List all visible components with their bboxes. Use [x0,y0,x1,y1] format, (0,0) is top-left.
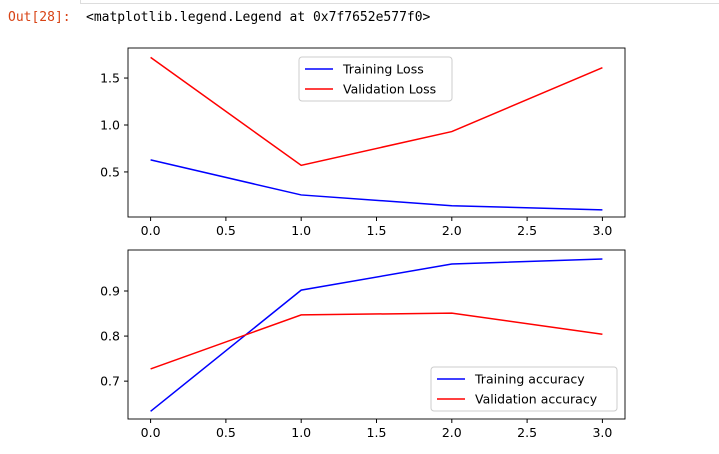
x-tick-label: 2.5 [517,425,537,440]
series-line-validation-loss [150,56,603,167]
x-tick-label: 2.5 [517,223,537,238]
x-tick-label: 1.5 [367,223,387,238]
axes-1: 0.0 0.5 1.0 1.5 2.0 2.5 3.0 0.5 1.0 1.5 Training L… [100,47,626,238]
y-tick-label: 0.7 [100,374,120,389]
y-tick-label: 0.8 [100,329,120,344]
x-tick-label: 0.5 [216,425,236,440]
x-tick-label: 0.5 [216,223,236,238]
x-tick-label: 3.0 [592,223,612,238]
legend-label: Validation accuracy [475,392,598,407]
y-tick-label: 1.0 [100,117,120,132]
legend-box [298,56,453,102]
series-line-training-loss [150,159,603,211]
x-tick-label: 0.0 [141,425,161,440]
legend-label: Validation Loss [343,82,436,97]
legend-label: Training Loss [342,62,424,77]
previous-cell-border [80,0,719,4]
output-text: <matplotlib.legend.Legend at 0x7f7652e57… [86,10,431,25]
x-tick-label: 2.0 [442,223,462,238]
series-line-training-accuracy [150,258,603,412]
legend-box [430,366,618,412]
y-tick-label: 0.5 [100,164,120,179]
output-prompt: Out[28]: [8,10,71,25]
legend-label: Training accuracy [474,372,585,387]
x-tick-label: 1.0 [291,223,311,238]
axes-2: 0.0 0.5 1.0 1.5 2.0 2.5 3.0 0.7 0.8 0.9 Training a… [100,249,626,440]
y-tick-label: 1.5 [100,71,120,86]
series-line-validation-accuracy [150,312,603,370]
x-tick-label: 3.0 [592,425,612,440]
x-tick-label: 0.0 [141,223,161,238]
legend: Training accuracy Validation accuracy [430,366,618,412]
y-tick-label: 0.9 [100,284,120,299]
legend: Training Loss Validation Loss [298,56,453,102]
x-tick-label: 1.5 [367,425,387,440]
x-tick-label: 2.0 [442,425,462,440]
x-tick-label: 1.0 [291,425,311,440]
